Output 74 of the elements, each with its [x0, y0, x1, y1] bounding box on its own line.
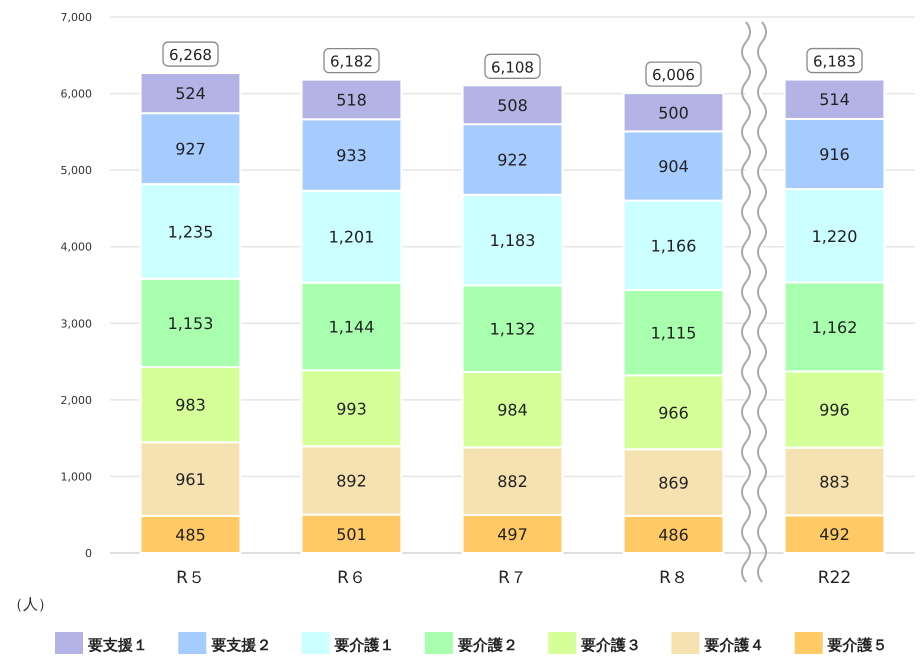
legend-label: 要介護４ [703, 636, 764, 654]
x-tick-label: R22 [818, 568, 852, 588]
bar [784, 446, 886, 516]
bar [300, 282, 402, 372]
data-label: 993 [336, 399, 367, 418]
y-tick-label: 0 [85, 547, 92, 560]
data-label: 500 [658, 103, 689, 122]
bar [622, 374, 724, 450]
y-tick-label: 4,000 [60, 240, 92, 254]
x-tick-label: R８ [659, 568, 688, 588]
x-tick-label: R７ [498, 568, 527, 588]
total-label: 6,183 [813, 52, 856, 71]
data-label: 497 [497, 524, 528, 544]
data-label: 984 [497, 400, 528, 420]
data-label: 1,166 [650, 236, 696, 256]
data-label: 492 [819, 525, 850, 544]
y-tick-label: 5,000 [60, 164, 92, 178]
data-label: 892 [336, 471, 367, 490]
legend-label: 要介護３ [580, 636, 642, 654]
total-label: 6,108 [491, 58, 534, 76]
total-label: 6,268 [169, 46, 212, 64]
data-label: 869 [658, 474, 689, 493]
y-tick-label: 7,000 [60, 11, 92, 24]
data-label: 996 [819, 400, 850, 420]
bar [300, 369, 402, 448]
y-tick-label: 6,000 [60, 88, 92, 101]
data-label: 961 [175, 470, 206, 490]
data-label: 1,132 [490, 320, 536, 339]
bar [784, 514, 886, 554]
bar [140, 514, 242, 554]
legend-label: 要支援２ [210, 636, 272, 654]
x-tick-label: R５ [176, 568, 205, 588]
data-label: 501 [336, 524, 367, 544]
data-label: 904 [658, 157, 689, 176]
data-label: 514 [819, 90, 850, 110]
bar [622, 514, 724, 554]
data-label: 882 [497, 472, 528, 492]
total-label: 6,006 [652, 66, 695, 84]
bar [300, 514, 402, 554]
y-tick-label: 1,000 [60, 470, 92, 484]
data-label: 927 [175, 140, 206, 159]
data-label: 486 [658, 525, 689, 544]
data-label: 916 [819, 144, 850, 164]
data-label: 1,201 [328, 228, 374, 247]
data-label: 1,153 [168, 314, 214, 333]
data-label: 983 [175, 396, 206, 415]
legend-label: 要介護１ [334, 636, 395, 654]
legend-label: 要介護２ [456, 636, 518, 654]
data-label: 933 [336, 146, 367, 166]
data-label: 883 [819, 472, 850, 492]
data-label: 922 [497, 150, 528, 170]
data-label: 524 [175, 84, 206, 104]
data-label: 1,162 [812, 318, 858, 337]
data-label: 1,144 [328, 318, 374, 336]
bar [140, 441, 242, 517]
data-label: 966 [658, 403, 689, 422]
data-label: 1,235 [168, 222, 214, 242]
legend-label: 要支援１ [87, 636, 148, 654]
data-label: 485 [175, 525, 206, 544]
x-tick-label: R６ [337, 568, 366, 588]
bar [140, 366, 242, 444]
bar [462, 371, 564, 448]
data-label: 518 [336, 90, 367, 110]
bar [622, 448, 724, 517]
y-tick-label: 3,000 [60, 317, 92, 330]
data-label: 1,183 [490, 231, 536, 250]
data-label: 1,220 [812, 226, 858, 246]
total-label: 6,182 [330, 52, 373, 71]
y-tick-label: 2,000 [60, 394, 92, 407]
bar [300, 445, 402, 516]
y-axis-title: （人） [8, 595, 53, 613]
data-label: 1,115 [650, 324, 696, 343]
data-label: 508 [497, 96, 528, 115]
legend-label: 要介護５ [826, 636, 888, 654]
